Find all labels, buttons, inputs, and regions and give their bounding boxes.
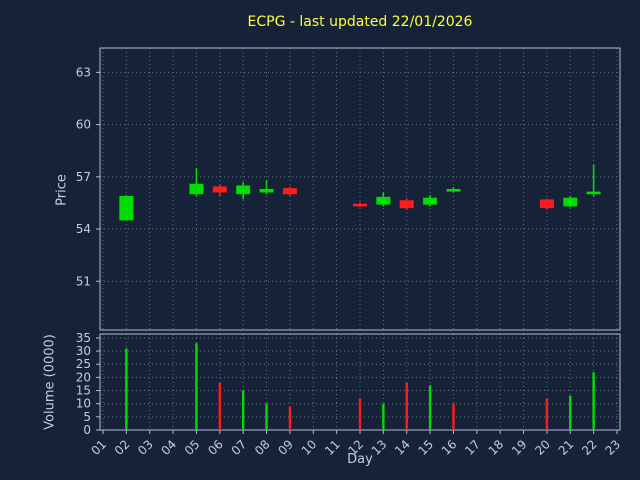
plot-frames	[99, 47, 621, 431]
volume-tick-label: 35	[76, 331, 91, 345]
candle-body	[212, 186, 227, 193]
volume-tick-label: 10	[76, 397, 91, 411]
x-tick-label: 04	[159, 437, 180, 458]
x-tick-label: 02	[112, 437, 133, 458]
grid-lines	[100, 48, 620, 431]
price-tick-label: 54	[76, 222, 91, 236]
candle-body	[259, 189, 274, 193]
candle-body	[423, 197, 438, 205]
x-axis-label: Day	[347, 452, 373, 467]
x-tick-label: 14	[392, 437, 413, 458]
price-tick-label: 57	[76, 170, 91, 184]
axis-ticks: 01 02 03 04 05 06 07 08 09 10 11 12 13 14 15 16 17 18 19 20…	[76, 65, 623, 458]
candle-body	[399, 200, 414, 209]
price-tick-label: 51	[76, 274, 91, 288]
candle-body	[446, 189, 461, 192]
x-tick-label: 06	[205, 437, 226, 458]
candle-body	[539, 199, 554, 209]
candles	[119, 164, 601, 222]
x-tick-label: 23	[602, 437, 623, 458]
chart-title: ECPG - last updated 22/01/2026	[247, 14, 473, 30]
x-tick-label: 15	[416, 437, 437, 458]
x-tick-label: 12	[345, 437, 366, 458]
candle-body	[376, 196, 391, 205]
candle-body	[119, 195, 134, 221]
x-tick-label: 09	[275, 437, 296, 458]
candle-body	[586, 191, 601, 195]
candle-body	[353, 203, 367, 207]
volume-tick-label: 30	[76, 344, 91, 358]
x-tick-label: 03	[135, 437, 156, 458]
volume-tick-label: 20	[76, 370, 91, 384]
candle-body	[236, 185, 251, 195]
price-plot-frame	[99, 47, 621, 331]
x-tick-label: 08	[252, 437, 273, 458]
x-tick-label: 07	[229, 437, 250, 458]
price-tick-label: 63	[76, 65, 91, 79]
x-tick-label: 22	[579, 437, 600, 458]
x-tick-label: 05	[182, 437, 203, 458]
candle-body	[563, 197, 578, 207]
x-tick-label: 13	[369, 437, 390, 458]
candle-body	[189, 183, 204, 195]
volume-bars	[125, 343, 595, 430]
price-tick-label: 60	[76, 118, 91, 132]
volume-tick-label: 25	[76, 357, 91, 371]
volume-tick-label: 15	[76, 384, 91, 398]
x-tick-label: 10	[299, 437, 320, 458]
x-tick-label: 11	[322, 437, 343, 458]
x-tick-label: 18	[486, 437, 507, 458]
x-tick-label: 01	[88, 437, 109, 458]
x-tick-label: 19	[509, 437, 530, 458]
volume-tick-label: 5	[83, 410, 91, 424]
volume-tick-label: 0	[83, 423, 91, 437]
x-tick-label: 16	[439, 437, 460, 458]
candle-body	[282, 188, 297, 195]
x-tick-label: 20	[532, 437, 553, 458]
x-tick-label: 21	[556, 437, 577, 458]
x-tick-label: 17	[462, 437, 483, 458]
